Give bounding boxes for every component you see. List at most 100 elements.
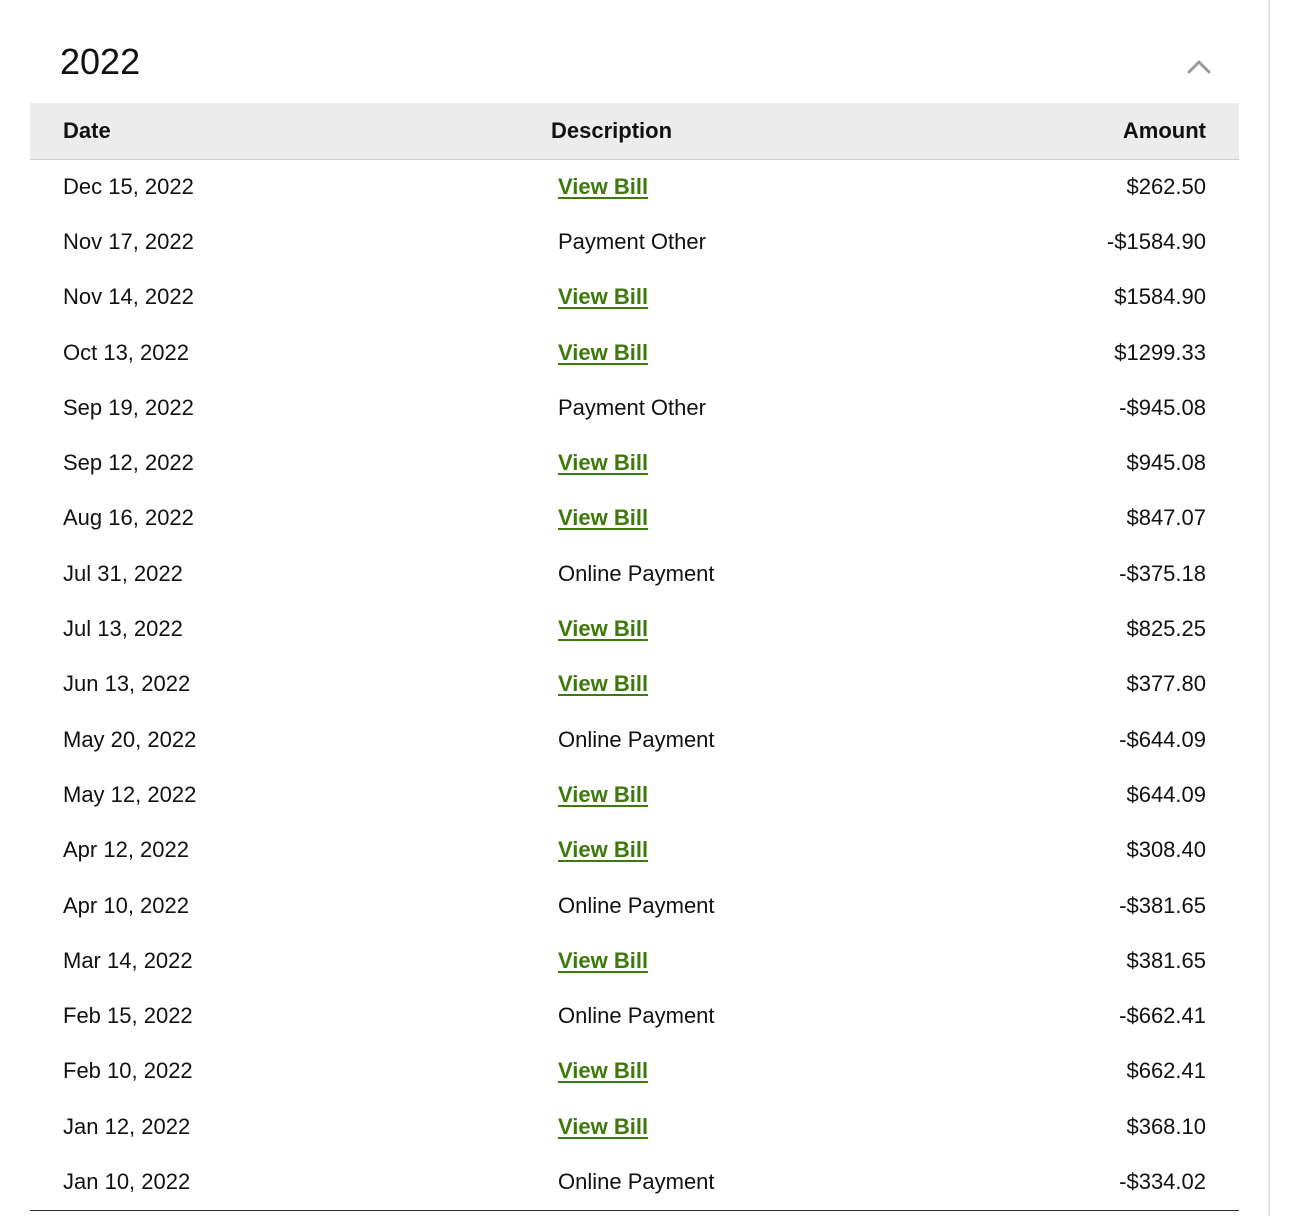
table-row: Sep 19, 2022 Payment Other -$945.08 <box>30 380 1239 435</box>
description-cell: View Bill <box>551 270 931 325</box>
amount-cell: -$375.18 <box>1119 560 1206 586</box>
date-cell: Jul 13, 2022 <box>63 616 183 642</box>
amount-cell: $662.41 <box>1126 1058 1206 1084</box>
table-row: May 12, 2022 View Bill $644.09 <box>30 767 1239 822</box>
date-cell: Mar 14, 2022 <box>63 947 193 973</box>
table-row: Feb 10, 2022 View Bill $662.41 <box>30 1044 1239 1099</box>
view-bill-link[interactable]: View Bill <box>558 1113 649 1139</box>
date-cell: Jun 13, 2022 <box>63 671 191 697</box>
view-bill-link[interactable]: View Bill <box>558 339 649 365</box>
table-row: Oct 13, 2022 View Bill $1299.33 <box>30 325 1239 380</box>
table-row: Jul 31, 2022 Online Payment -$375.18 <box>30 546 1239 601</box>
date-column-header: Date <box>63 117 111 143</box>
view-bill-link[interactable]: View Bill <box>558 1058 649 1084</box>
description-cell: Online Payment <box>551 546 931 601</box>
table-row: Mar 14, 2022 View Bill $381.65 <box>30 933 1239 988</box>
amount-cell: $945.08 <box>1126 450 1206 476</box>
description-cell: View Bill <box>551 159 931 214</box>
view-bill-link[interactable]: View Bill <box>558 947 649 973</box>
amount-cell: -$334.02 <box>1119 1168 1206 1194</box>
billing-table: Date Description Amount Dec 15, 2022 View… <box>30 103 1239 1210</box>
table-row: Jan 12, 2022 View Bill $368.10 <box>30 1099 1239 1154</box>
table-row: Apr 12, 2022 View Bill $308.40 <box>30 823 1239 878</box>
date-cell: Sep 12, 2022 <box>63 450 194 476</box>
table-row: May 20, 2022 Online Payment -$644.09 <box>30 712 1239 767</box>
table-row: Sep 12, 2022 View Bill $945.08 <box>30 435 1239 490</box>
amount-cell: $1299.33 <box>1114 339 1206 365</box>
view-bill-link[interactable]: View Bill <box>558 450 649 476</box>
date-cell: Feb 10, 2022 <box>63 1058 193 1084</box>
amount-cell: -$644.09 <box>1119 726 1206 752</box>
description-cell: View Bill <box>551 601 931 656</box>
date-cell: May 20, 2022 <box>63 726 197 752</box>
amount-cell: -$945.08 <box>1119 394 1206 420</box>
description-text: Online Payment <box>558 726 715 752</box>
date-cell: Nov 14, 2022 <box>63 284 194 310</box>
view-bill-link[interactable]: View Bill <box>558 616 649 642</box>
amount-cell: $308.40 <box>1126 837 1206 863</box>
amount-column-header: Amount <box>1122 117 1206 143</box>
description-cell: View Bill <box>551 767 931 822</box>
description-text: Online Payment <box>558 1003 715 1029</box>
date-cell: Jul 31, 2022 <box>63 560 183 586</box>
right-divider <box>1268 0 1270 1216</box>
view-bill-link[interactable]: View Bill <box>558 781 649 807</box>
amount-cell: $644.09 <box>1126 781 1206 807</box>
table-row: Jun 13, 2022 View Bill $377.80 <box>30 657 1239 712</box>
description-column-header: Description <box>551 117 673 143</box>
view-bill-link[interactable]: View Bill <box>558 284 649 310</box>
year-title: 2022 <box>60 41 141 82</box>
table-row: Apr 10, 2022 Online Payment -$381.65 <box>30 878 1239 933</box>
table-row: Nov 14, 2022 View Bill $1584.90 <box>30 270 1239 325</box>
description-cell: Online Payment <box>551 988 931 1043</box>
year-section: 2022 Date Description Amount Dec 15, <box>30 0 1239 1211</box>
amount-cell: $847.07 <box>1126 505 1206 531</box>
description-cell: View Bill <box>551 1099 931 1154</box>
date-cell: Apr 10, 2022 <box>63 892 189 918</box>
description-cell: View Bill <box>551 325 931 380</box>
view-bill-link[interactable]: View Bill <box>558 837 649 863</box>
table-row: Jan 10, 2022 Online Payment -$334.02 <box>30 1154 1239 1209</box>
description-cell: View Bill <box>551 1044 931 1099</box>
date-cell: Oct 13, 2022 <box>63 339 189 365</box>
amount-cell: -$1584.90 <box>1106 228 1206 254</box>
date-cell: Jan 10, 2022 <box>63 1168 191 1194</box>
description-cell: View Bill <box>551 491 931 546</box>
date-cell: Nov 17, 2022 <box>63 228 194 254</box>
table-body: Dec 15, 2022 View Bill $262.50 Nov 17, 2022… <box>30 159 1239 1210</box>
table-header-row: Date Description Amount <box>30 103 1239 159</box>
description-cell: Online Payment <box>551 878 931 933</box>
year-section-header[interactable]: 2022 <box>30 0 1239 103</box>
date-cell: Feb 15, 2022 <box>63 1003 193 1029</box>
description-cell: View Bill <box>551 657 931 712</box>
description-text: Online Payment <box>558 1168 715 1194</box>
date-cell: May 12, 2022 <box>63 781 197 807</box>
view-bill-link[interactable]: View Bill <box>558 671 649 697</box>
table-row: Jul 13, 2022 View Bill $825.25 <box>30 601 1239 656</box>
description-cell: View Bill <box>551 933 931 988</box>
date-cell: Sep 19, 2022 <box>63 394 194 420</box>
table-bottom-rule <box>30 1209 1239 1211</box>
amount-cell: $368.10 <box>1126 1113 1206 1139</box>
date-cell: Jan 12, 2022 <box>63 1113 191 1139</box>
amount-cell: $262.50 <box>1126 173 1206 199</box>
description-text: Online Payment <box>558 892 715 918</box>
description-text: Payment Other <box>558 228 706 254</box>
description-cell: View Bill <box>551 823 931 878</box>
view-bill-link[interactable]: View Bill <box>558 505 649 531</box>
amount-cell: $377.80 <box>1126 671 1206 697</box>
chevron-up-icon[interactable] <box>1186 56 1212 78</box>
table-row: Feb 15, 2022 Online Payment -$662.41 <box>30 988 1239 1043</box>
date-cell: Apr 12, 2022 <box>63 837 189 863</box>
table-row: Aug 16, 2022 View Bill $847.07 <box>30 491 1239 546</box>
view-bill-link[interactable]: View Bill <box>558 173 649 199</box>
description-cell: Online Payment <box>551 712 931 767</box>
amount-cell: $381.65 <box>1126 947 1206 973</box>
description-text: Online Payment <box>558 560 715 586</box>
description-text: Payment Other <box>558 394 706 420</box>
description-cell: Payment Other <box>551 214 931 269</box>
description-cell: Online Payment <box>551 1154 931 1209</box>
table-row: Nov 17, 2022 Payment Other -$1584.90 <box>30 214 1239 269</box>
date-cell: Dec 15, 2022 <box>63 173 194 199</box>
amount-cell: -$662.41 <box>1119 1003 1206 1029</box>
